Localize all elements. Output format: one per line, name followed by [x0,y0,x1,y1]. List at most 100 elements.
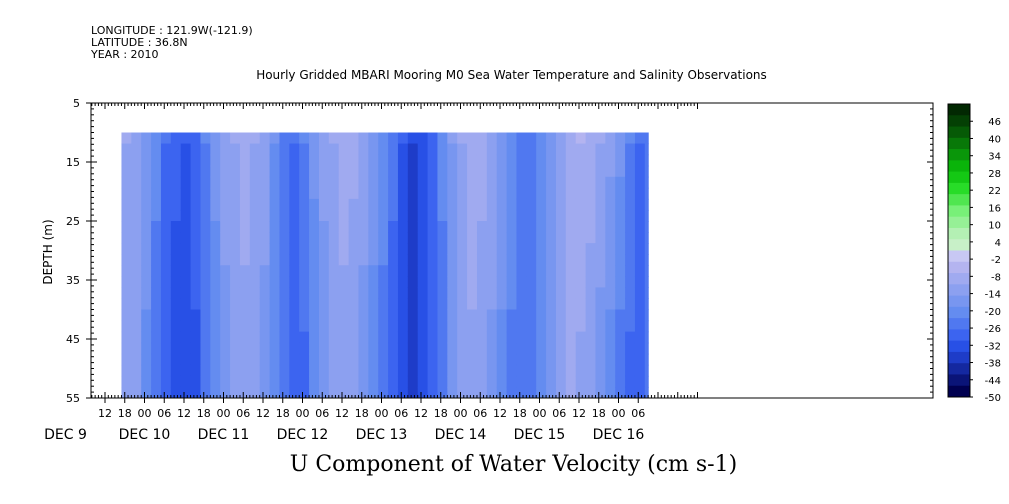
heatmap-cell [467,187,478,200]
heatmap-cell [615,276,626,288]
heatmap-cell [476,265,488,277]
heatmap-cell [141,342,152,355]
heatmap-cell [309,309,320,322]
heatmap-cell [546,221,557,233]
heatmap-cell [141,353,152,366]
heatmap-cell [496,364,508,377]
heatmap-cell [210,287,221,300]
heatmap-cell [299,287,310,300]
heatmap-cell [397,353,409,366]
heatmap-cell [595,276,606,288]
colorbar-swatch [948,171,970,184]
heatmap-cell [575,309,587,322]
heatmap-cell [220,209,231,222]
heatmap-cell [555,364,567,377]
heatmap-cell [210,176,221,189]
heatmap-cell [634,265,646,277]
heatmap-cell [190,364,202,377]
heatmap-cell [230,132,241,145]
heatmap-cell [309,143,320,156]
heatmap-cell [575,143,587,156]
heatmap-cell [160,143,172,156]
heatmap-cell [378,165,389,178]
heatmap-cell [644,309,649,322]
heatmap-cell [121,132,132,145]
heatmap-cell [625,375,636,388]
heatmap-cell [318,265,330,277]
heatmap-cell [467,232,478,244]
heatmap-cell [368,265,379,277]
heatmap-cell [585,176,597,189]
heatmap-cell [220,320,231,333]
heatmap-cell [496,254,508,266]
heatmap-cell [230,386,241,398]
colorbar-label: 22 [988,186,1001,197]
heatmap-cell [328,342,340,355]
heatmap-cell [170,221,182,233]
heatmap-cell [496,287,508,300]
heatmap-cell [476,309,488,322]
heatmap-cell [318,165,330,178]
heatmap-cell [605,187,616,200]
heatmap-cell [565,143,577,156]
heatmap-cell [388,287,399,300]
heatmap-cell [368,209,379,222]
heatmap-cell [427,276,439,288]
heatmap-cell [180,265,192,277]
heatmap-cell [249,265,261,277]
heatmap-cell [230,276,241,288]
heatmap-cell [200,254,211,266]
heatmap-cell [200,265,211,277]
heatmap-cell [457,132,468,145]
heatmap-cell [170,298,182,311]
heatmap-cell [200,375,211,388]
heatmap-cell [417,176,429,189]
heatmap-cell [397,143,409,156]
heatmap-cell [585,353,597,366]
heatmap-cell [625,132,636,145]
heatmap-cell [210,243,221,255]
heatmap-cell [121,342,132,355]
colorbar-label: -8 [991,272,1001,283]
heatmap-cell [536,298,547,311]
heatmap-cell [615,132,626,145]
heatmap-cell [595,232,606,244]
heatmap-cell [269,386,281,398]
heatmap-cell [318,232,330,244]
heatmap-cell [496,342,508,355]
heatmap-cell [605,254,616,266]
heatmap-cell [516,342,527,355]
heatmap-cell [625,353,636,366]
heatmap-cell [170,154,182,167]
heatmap-cell [378,243,389,255]
heatmap-cell [575,265,587,277]
heatmap-cell [151,243,162,255]
heatmap-cell [200,165,211,178]
heatmap-cell [407,176,419,189]
heatmap-cell [259,386,271,398]
colorbar-swatch [948,250,970,263]
heatmap-cell [516,165,527,178]
heatmap-cell [338,154,350,167]
heatmap-cell [595,187,606,200]
heatmap-cell [190,165,202,178]
heatmap-cell [615,187,626,200]
heatmap-cell [328,209,340,222]
heatmap-cell [131,320,142,333]
heatmap-cell [348,298,360,311]
heatmap-cell [141,154,152,167]
heatmap-cell [259,298,271,311]
heatmap-cell [506,287,518,300]
heatmap-cell [141,221,152,233]
heatmap-cell [595,221,606,233]
x-tick-label: 18 [434,407,448,420]
heatmap-cell [318,353,330,366]
heatmap-cell [299,254,310,266]
heatmap-cell [486,265,498,277]
heatmap-cell [526,353,537,366]
colorbar-swatch [948,306,970,319]
x-day-label: DEC 13 [356,427,408,443]
heatmap-cell [486,176,498,189]
heatmap-cell [200,198,211,211]
